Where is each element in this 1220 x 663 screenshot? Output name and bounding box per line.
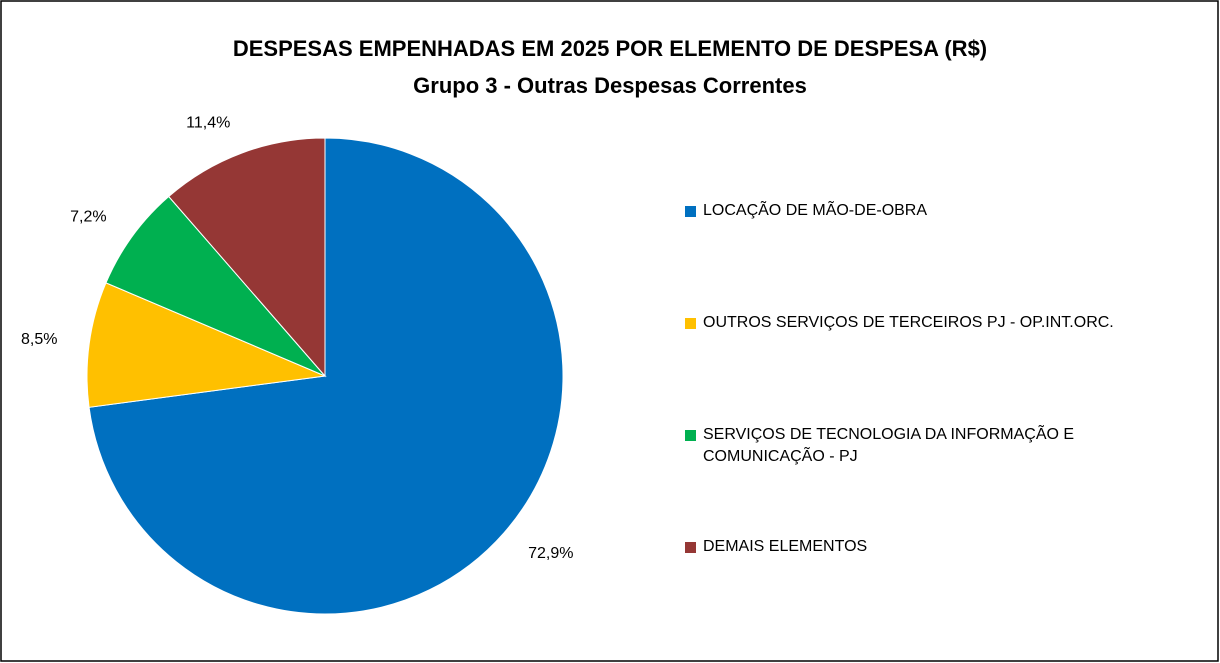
data-label: 11,4% bbox=[186, 114, 230, 131]
data-label: 7,2% bbox=[70, 209, 106, 226]
chart-subtitle: Grupo 3 - Outras Despesas Correntes bbox=[413, 73, 807, 98]
legend-item: DEMAIS ELEMENTOS bbox=[685, 536, 1165, 558]
pie-slice bbox=[86, 282, 327, 408]
legend-label: DEMAIS ELEMENTOS bbox=[703, 538, 868, 555]
legend-swatch bbox=[685, 542, 696, 553]
pie-slice bbox=[105, 195, 326, 377]
data-label: 72,9% bbox=[528, 545, 573, 562]
data-label: 8,5% bbox=[21, 331, 57, 348]
legend-label: OUTROS SERVIÇOS DE TERCEIROS PJ - OP.INT… bbox=[703, 314, 1114, 331]
legend-item: OUTROS SERVIÇOS DE TERCEIROS PJ - OP.INT… bbox=[685, 312, 1165, 334]
legend-swatch bbox=[685, 318, 696, 329]
pie-slice bbox=[168, 137, 326, 378]
legend-item: SERVIÇOS DE TECNOLOGIA DA INFORMAÇÃO E C… bbox=[685, 424, 1165, 468]
legend-item: LOCAÇÃO DE MÃO-DE-OBRA bbox=[685, 200, 1165, 222]
legend-swatch bbox=[685, 206, 696, 217]
legend-label: LOCAÇÃO DE MÃO-DE-OBRA bbox=[703, 202, 928, 219]
legend-label: SERVIÇOS DE TECNOLOGIA DA INFORMAÇÃO E C… bbox=[703, 426, 1075, 465]
chart-title: DESPESAS EMPENHADAS EM 2025 POR ELEMENTO… bbox=[233, 36, 987, 61]
legend-swatch bbox=[685, 430, 696, 441]
